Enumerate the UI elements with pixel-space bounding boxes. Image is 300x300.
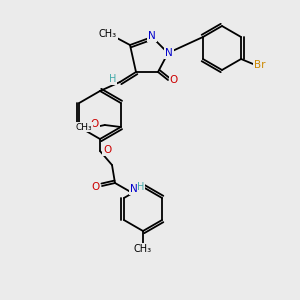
Text: O: O <box>91 182 99 192</box>
Text: N: N <box>165 48 173 58</box>
Text: H: H <box>137 182 145 192</box>
Text: N: N <box>148 31 156 41</box>
Text: O: O <box>91 119 99 129</box>
Text: H: H <box>109 74 117 84</box>
Text: O: O <box>103 145 111 155</box>
Text: CH₃: CH₃ <box>76 122 92 131</box>
Text: Br: Br <box>254 60 266 70</box>
Text: CH₃: CH₃ <box>134 244 152 254</box>
Text: CH₃: CH₃ <box>99 29 117 39</box>
Text: N: N <box>130 184 138 194</box>
Text: O: O <box>170 75 178 85</box>
